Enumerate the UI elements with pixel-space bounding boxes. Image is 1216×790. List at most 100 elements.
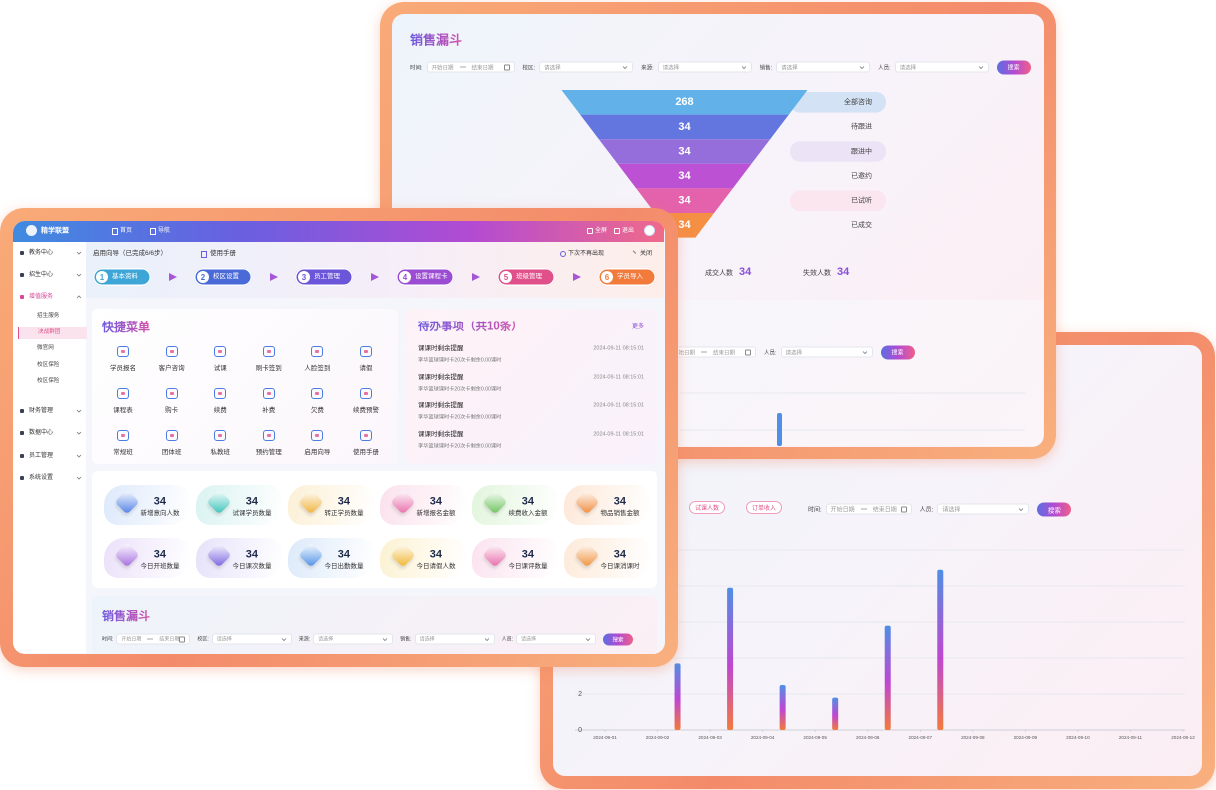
date-range[interactable]: 开始日期 结束日期 — [426, 61, 515, 73]
quick-menu-item[interactable]: 请假 — [346, 343, 386, 375]
step-number: 1 — [96, 271, 108, 283]
quick-menu-item[interactable]: 刷卡签到 — [249, 343, 289, 375]
guide-step[interactable]: 4 设置课程卡 — [396, 268, 454, 286]
quick-menu-item[interactable]: 试课 — [200, 343, 240, 375]
app-panel: 精学联盟 首页 导航 全屏 退出 教务中心 招生中心 增值服务 招生服务 决战群团 微官网 校区保险校… — [0, 208, 678, 667]
select-box[interactable]: 请选择 — [776, 61, 871, 73]
sidebar-item[interactable]: 系统设置 — [13, 471, 86, 485]
todo-item[interactable]: 课课时剩余提醒 2024-09-11 08:15:01 李华篮球课时卡20次卡剩余0… — [414, 372, 650, 394]
chevron-line — [862, 350, 867, 354]
filter-label: 时间: — [410, 65, 423, 71]
quick-menu-item[interactable]: 使用手册 — [346, 427, 386, 459]
quick-menu-item[interactable]: 续费预警 — [346, 385, 386, 417]
guide-step[interactable]: 3 员工管理 — [295, 268, 353, 286]
sidebar-item[interactable]: 教务中心 — [13, 246, 86, 260]
sidebar-item[interactable]: 员工管理 — [13, 449, 86, 463]
select-box[interactable]: 请选择 — [211, 633, 292, 645]
select-placeholder: 请选择 — [785, 350, 803, 356]
top-action[interactable]: 全屏 — [595, 228, 608, 234]
quick-menu-item[interactable]: 人脸签到 — [297, 343, 337, 375]
summary-label: 失效人数 — [803, 268, 831, 277]
chevron-line — [585, 637, 591, 641]
sidebar-item[interactable]: 增值服务 — [13, 290, 86, 304]
select-box[interactable]: 请选择 — [780, 346, 873, 358]
guide-close[interactable]: 关闭 — [640, 251, 653, 257]
guide-manual[interactable]: 使用手册 — [210, 249, 236, 257]
stat-label: 续费收入金额 — [508, 509, 548, 517]
quick-menu-item[interactable]: 购卡 — [152, 385, 192, 417]
sidebar-subitem[interactable]: 微官网 — [18, 343, 86, 355]
quick-menu-item[interactable]: 客户咨询 — [152, 343, 192, 375]
quick-menu-item[interactable]: 课程表 — [103, 385, 143, 417]
filter-bar: 时间: 开始日期 结束日期 校区: 请选择 来源: 请选择 销售: 请选择 人员: 请选择 搜索 — [102, 633, 633, 646]
quick-menu-item[interactable]: 学员报名 — [103, 343, 143, 375]
date-start: 开始日期 — [431, 65, 454, 71]
stat-label: 今日课消课时 — [600, 562, 640, 570]
nav-item[interactable]: 导航 — [158, 228, 171, 234]
stat-value: 34 — [429, 548, 442, 561]
y-tick-label: 0 — [578, 727, 582, 734]
sidebar-subitem[interactable]: 招生服务 — [18, 311, 86, 323]
sidebar-subitem[interactable]: 校区保险 — [18, 360, 86, 372]
quick-menu-item[interactable]: 启用向导 — [297, 427, 337, 459]
x-tick-label: 2024-09-05 — [803, 735, 827, 740]
search-button[interactable]: 搜索 — [1037, 502, 1072, 516]
select-box[interactable]: 请选择 — [515, 633, 596, 645]
sidebar-sublabel: 招生服务 — [37, 312, 60, 319]
guide-step[interactable]: 1 基本资料 — [93, 268, 151, 286]
stat-tile: 34 新增意向人数 — [104, 485, 190, 525]
select-box[interactable]: 请选择 — [539, 61, 634, 73]
chart-tab[interactable]: 订单收入 — [746, 501, 782, 514]
chart-tab[interactable]: 试课人数 — [689, 501, 725, 514]
filter-label: 人员: — [878, 65, 891, 71]
top-action[interactable]: 退出 — [622, 228, 635, 234]
guide-step[interactable]: 2 校区设置 — [194, 268, 252, 286]
quick-menu-item[interactable]: 常规班 — [103, 427, 143, 459]
todo-item[interactable]: 课课时剩余提醒 2024-09-11 08:15:01 李华篮球课时卡20次卡剩余0… — [414, 429, 650, 451]
quick-menu-item[interactable]: 私教班 — [200, 427, 240, 459]
select-box[interactable]: 请选择 — [894, 61, 989, 73]
stat-icon — [298, 542, 324, 568]
sidebar-subitem[interactable]: 决战群团 — [18, 326, 87, 339]
quick-menu-item[interactable]: 续费 — [200, 385, 240, 417]
date-range[interactable]: 开始日期 结束日期 — [825, 503, 912, 515]
date-end: 结束日期 — [872, 507, 897, 514]
menu-icon-dot — [121, 350, 125, 353]
more-link[interactable]: 更多 — [631, 324, 644, 330]
step-label: 学员导入 — [617, 272, 643, 280]
step-label: 基本资料 — [112, 272, 138, 280]
sidebar-item[interactable]: 财务管理 — [13, 404, 86, 418]
x-tick-label: 2024-09-12 — [1171, 735, 1195, 740]
search-button[interactable]: 搜索 — [602, 633, 633, 645]
select-box[interactable]: 请选择 — [937, 503, 1030, 515]
select-placeholder: 请选择 — [662, 65, 680, 71]
date-start: 开始日期 — [121, 636, 142, 643]
quick-menu-item[interactable]: 补费 — [249, 385, 289, 417]
select-box[interactable]: 请选择 — [414, 633, 495, 645]
search-button[interactable]: 搜索 — [880, 345, 915, 359]
sidebar-item[interactable]: 招生中心 — [13, 268, 86, 282]
select-box[interactable]: 请选择 — [313, 633, 394, 645]
quick-menu-item[interactable]: 欠费 — [297, 385, 337, 417]
guide-step[interactable]: 5 班级管理 — [497, 268, 555, 286]
todo-item[interactable]: 课课时剩余提醒 2024-09-11 08:15:01 李华篮球课时卡20次卡剩余0… — [414, 343, 650, 365]
stat-tile: 34 今日课次数量 — [196, 538, 282, 578]
sidebar-item[interactable]: 数据中心 — [13, 426, 86, 440]
todo-time: 2024-09-11 08:15:01 — [593, 431, 644, 438]
sidebar-icon — [20, 475, 24, 480]
quick-menu-item[interactable]: 团体班 — [152, 427, 192, 459]
todo-item[interactable]: 课课时剩余提醒 2024-09-11 08:15:01 李华篮球课时卡20次卡剩余0… — [414, 400, 650, 422]
guide-dismiss[interactable]: 下次不再出现 — [568, 251, 605, 257]
select-box[interactable]: 请选择 — [657, 61, 752, 73]
quick-menu-item[interactable]: 预约管理 — [249, 427, 289, 459]
date-range[interactable]: 开始日期 结束日期 — [116, 633, 191, 645]
menu-icon — [117, 430, 129, 441]
nav-item[interactable]: 首页 — [120, 228, 133, 234]
card-title: 快捷菜单 — [102, 320, 151, 334]
search-button[interactable]: 搜索 — [996, 60, 1031, 74]
guide-step[interactable]: 6 学员导入 — [598, 268, 656, 286]
sidebar-subitem[interactable]: 校区保险 — [18, 376, 86, 388]
filter-label: 人员: — [501, 636, 513, 643]
menu-label: 常规班 — [113, 448, 133, 456]
stage-label-bg — [790, 141, 886, 162]
